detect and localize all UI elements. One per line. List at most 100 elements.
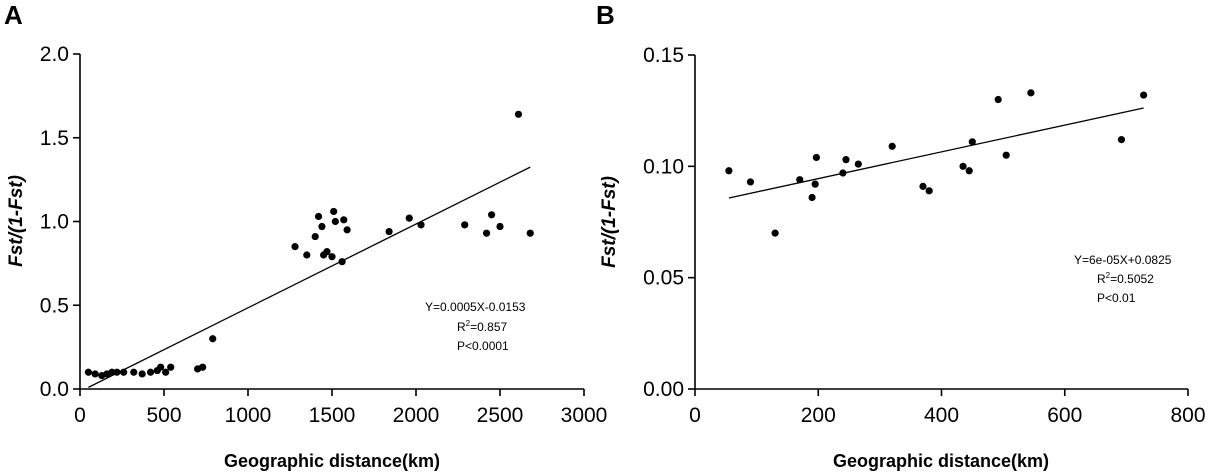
panel-a-data-point [130, 368, 138, 376]
panel-a-data-point [461, 221, 469, 229]
panel-a-data-point [488, 211, 496, 219]
panel-a-y-tick-label: 0.5 [40, 294, 69, 317]
panel-a-data-point [338, 258, 346, 266]
panel-a-data-point [91, 370, 99, 378]
panel-b-x-tick-label: 200 [801, 404, 836, 427]
panel-b-y-tick-label: 0.15 [643, 44, 684, 67]
panel-a-x-tick-label: 2000 [393, 404, 440, 427]
panel-a-x-label: Geographic distance(km) [224, 451, 440, 471]
panel-a-data-point [385, 227, 393, 236]
panel-a-r2-value: =0.857 [470, 320, 507, 334]
panel-a-data-point [340, 216, 348, 224]
panel-a-data-point [303, 251, 311, 259]
panel-b-x-tick-label: 600 [1047, 404, 1082, 427]
panel-b-x-label: Geographic distance(km) [833, 451, 1049, 471]
panel-a-y-tick-label: 2.0 [40, 43, 69, 66]
panel-a-data-point [199, 363, 207, 371]
panel-a-label: A [4, 0, 23, 30]
panel-b-data-point [842, 156, 850, 164]
panel-b-data-point [771, 229, 779, 237]
panel-a-data-point [209, 335, 217, 343]
panel-b-y-label: Fst/(1-Fst) [599, 176, 620, 268]
panel-b-data-point [925, 187, 933, 195]
panel-a-data-point [323, 248, 331, 256]
panel-b-annotation: Y=6e-05X+0.0825 R2=0.5052 P<0.01 [1074, 253, 1172, 305]
panel-b-points [725, 89, 1148, 237]
panel-b-data-point [1117, 136, 1126, 144]
panel-a-data-point [311, 232, 319, 241]
panel-a-data-point [113, 368, 121, 376]
panel-b-y-tick-label: 0.10 [643, 155, 684, 178]
panel-a-data-point [343, 226, 351, 234]
panel-a-data-point [157, 363, 165, 371]
panel-a-x-tick-label: 500 [146, 404, 181, 427]
panel-a-data-point [330, 207, 338, 216]
panel-b-x-tick-label: 0 [689, 404, 701, 427]
panel-a-annotation: Y=0.0005X-0.0153 R2=0.857 P<0.0001 [425, 300, 526, 353]
panel-b-data-point [968, 138, 976, 146]
panel-b-data-point [1027, 89, 1035, 97]
panel-a-y-tick-label: 0.0 [40, 378, 69, 401]
panel-a-x-tick-label: 3000 [561, 404, 608, 427]
panel-b-data-point [796, 176, 804, 184]
panel-b-r2: R2=0.5052 [1097, 271, 1154, 286]
panel-a-ticks: 0 500 1000 1500 2000 2500 3000 0.0 0.5 1.0 1.5 2.0 [40, 43, 608, 427]
panel-b-fit-line [728, 107, 1144, 199]
panel-a-y-tick-label: 1.0 [40, 211, 69, 234]
panel-a-data-point [328, 253, 336, 261]
panel-a-data-point [318, 222, 326, 231]
panel-a-data-point [417, 221, 425, 229]
panel-a-data-point [146, 368, 155, 376]
panel-b-data-point [725, 167, 733, 175]
panel-a-r2-sup: 2 [466, 319, 471, 328]
panel-a-data-point [162, 368, 170, 376]
panel-b-data-point [965, 167, 973, 175]
panel-a-x-tick-label: 0 [74, 404, 86, 427]
panel-a-x-tick-label: 1500 [309, 404, 356, 427]
panel-a-data-point [482, 229, 491, 237]
panel-a-data-point [496, 222, 504, 231]
panel-a-x-tick-label: 2500 [477, 404, 524, 427]
panel-b: B 0 200 400 600 800 0.00 0.05 0.10 0.15 Geograph… [596, 0, 1206, 471]
panel-b-data-point [959, 162, 967, 170]
panel-b-data-point [1002, 151, 1010, 159]
panel-a-data-point [138, 370, 146, 378]
panel-a-y-tick-label: 1.5 [40, 127, 69, 150]
panel-a-points [84, 110, 534, 380]
panel-b-data-point [1140, 91, 1148, 99]
panel-a: A 0 500 1000 1500 2000 2500 3000 0.0 0.5 1.0 1.5 2.… [4, 0, 607, 471]
panel-a-data-point [291, 243, 299, 251]
panel-b-data-point [994, 95, 1002, 104]
panel-a-y-label: Fst/(1-Fst) [6, 175, 27, 267]
panel-a-data-point [84, 368, 92, 376]
panel-a-data-point [526, 229, 534, 237]
panel-a-x-tick-label: 1000 [225, 404, 272, 427]
panel-b-data-point [811, 180, 819, 188]
panel-a-data-point [167, 363, 175, 371]
panel-a-fit-line [88, 166, 531, 388]
panel-b-data-point [808, 193, 816, 202]
panel-b-data-point [812, 153, 821, 162]
panel-b-data-point [854, 160, 862, 168]
panel-a-equation: Y=0.0005X-0.0153 [425, 300, 526, 314]
panel-b-y-tick-label: 0.00 [643, 378, 684, 401]
panel-b-r2-value: =0.5052 [1110, 272, 1154, 286]
panel-a-data-point [108, 368, 116, 376]
panel-b-x-tick-label: 400 [924, 404, 959, 427]
panel-a-r2: R2=0.857 [457, 319, 507, 334]
panel-a-data-point [331, 217, 339, 226]
panel-b-data-point [839, 169, 847, 177]
panel-a-data-point [120, 368, 128, 376]
panel-b-r2-sup: 2 [1106, 271, 1111, 280]
panel-b-r2-label: R [1097, 272, 1106, 286]
panel-b-data-point [919, 182, 927, 190]
panel-b-equation: Y=6e-05X+0.0825 [1074, 253, 1172, 267]
panel-b-ticks: 0 200 400 600 800 0.00 0.05 0.10 0.15 [643, 44, 1205, 427]
panel-a-r2-label: R [457, 320, 466, 334]
panel-b-data-point [746, 178, 755, 186]
panel-b-p-value: P<0.01 [1097, 291, 1136, 305]
panel-a-data-point [405, 214, 413, 222]
panel-a-p-value: P<0.0001 [457, 339, 509, 353]
panel-b-label: B [596, 0, 615, 30]
panel-b-y-tick-label: 0.05 [643, 267, 684, 290]
